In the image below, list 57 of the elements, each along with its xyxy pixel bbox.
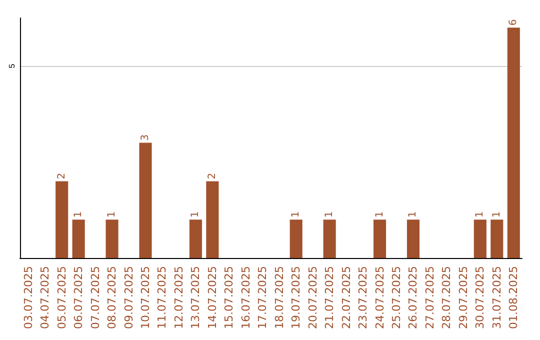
data-label: 2 bbox=[206, 172, 218, 180]
bar bbox=[139, 142, 152, 258]
x-tick-label: 28.07.2025 bbox=[440, 266, 454, 330]
x-tick-label: 01.08.2025 bbox=[507, 266, 520, 330]
data-label: 1 bbox=[73, 211, 84, 218]
data-label: 1 bbox=[324, 211, 336, 218]
x-tick-label: 06.07.2025 bbox=[72, 266, 86, 330]
x-tick-label: 09.07.2025 bbox=[122, 266, 136, 330]
bar bbox=[490, 220, 504, 258]
x-tick-label: 22.07.2025 bbox=[340, 266, 353, 330]
x-tick-label: 05.07.2025 bbox=[55, 266, 68, 330]
bar bbox=[106, 220, 118, 258]
x-tick-label: 21.07.2025 bbox=[323, 266, 336, 330]
x-tick-label: 12.07.2025 bbox=[172, 266, 186, 330]
bar bbox=[474, 220, 486, 258]
x-tick-label: 14.07.2025 bbox=[206, 266, 219, 330]
bar bbox=[373, 220, 386, 258]
y-tick-label: 5 bbox=[8, 63, 16, 68]
x-tick-label: 17.07.2025 bbox=[256, 266, 270, 330]
bar bbox=[323, 220, 336, 258]
bar bbox=[206, 181, 219, 258]
data-label: 2 bbox=[56, 172, 68, 180]
x-tick-label: 23.07.2025 bbox=[356, 266, 370, 330]
data-label: 3 bbox=[140, 134, 151, 141]
x-tick-label: 24.07.2025 bbox=[373, 266, 386, 330]
x-tick-label: 26.07.2025 bbox=[406, 266, 420, 330]
x-tick-label: 10.07.2025 bbox=[139, 266, 152, 330]
x-tick-label: 04.07.2025 bbox=[38, 266, 52, 330]
x-tick-label: 03.07.2025 bbox=[22, 266, 35, 330]
x-tick-label: 16.07.2025 bbox=[239, 266, 252, 330]
data-label: 1 bbox=[408, 211, 419, 218]
bar bbox=[507, 28, 520, 258]
data-label: 1 bbox=[290, 211, 302, 218]
bar bbox=[189, 220, 202, 258]
bar bbox=[290, 220, 302, 258]
data-label: 1 bbox=[374, 211, 386, 218]
data-label: 6 bbox=[508, 19, 520, 26]
x-tick-label: 13.07.2025 bbox=[189, 266, 202, 330]
x-tick-label: 31.07.2025 bbox=[490, 266, 504, 330]
bar bbox=[56, 181, 68, 258]
x-tick-label: 15.07.2025 bbox=[222, 266, 236, 330]
x-tick-label: 11.07.2025 bbox=[156, 266, 169, 330]
x-tick-label: 08.07.2025 bbox=[106, 266, 119, 330]
data-label: 1 bbox=[491, 211, 502, 218]
bar bbox=[406, 220, 420, 258]
x-tick-label: 20.07.2025 bbox=[306, 266, 320, 330]
x-tick-label: 30.07.2025 bbox=[474, 266, 487, 330]
data-label: 1 bbox=[474, 211, 486, 218]
x-tick-label: 19.07.2025 bbox=[290, 266, 303, 330]
x-tick-label: 07.07.2025 bbox=[88, 266, 102, 330]
bar bbox=[72, 220, 85, 258]
x-tick-label: 29.07.2025 bbox=[456, 266, 470, 330]
x-tick-label: 27.07.2025 bbox=[423, 266, 436, 330]
x-tick-label: 18.07.2025 bbox=[272, 266, 286, 330]
x-tick-label: 25.07.2025 bbox=[390, 266, 403, 330]
data-label: 1 bbox=[106, 211, 118, 218]
data-label: 1 bbox=[190, 211, 202, 218]
